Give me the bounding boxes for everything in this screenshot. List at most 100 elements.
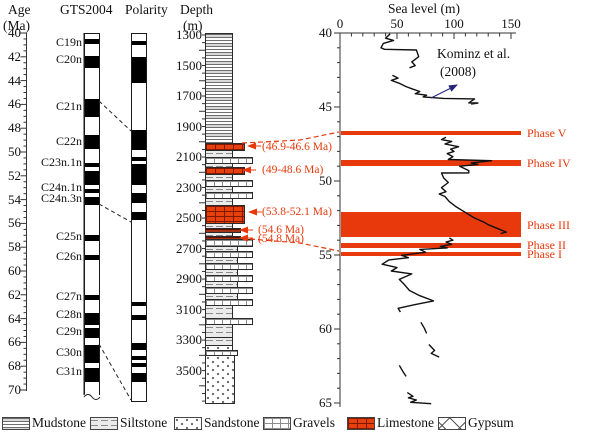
- correlation-dashed-line: [98, 203, 132, 223]
- age-tick-label: 60: [8, 263, 21, 278]
- lithology-bed-silt: [205, 305, 233, 319]
- legend-swatch-silt: [90, 417, 118, 430]
- chron-label: C25n: [55, 229, 82, 243]
- phase-correlation-dashed-line: [249, 238, 340, 252]
- legend-swatch-mud: [2, 417, 30, 430]
- depth-axis-title-line1: Depth: [180, 2, 213, 17]
- sea-level-curve-segment: [406, 392, 432, 405]
- depth-tick-label: 2700: [176, 240, 202, 256]
- depth-tick-label: 1300: [176, 27, 202, 42]
- phase-bar: [341, 160, 521, 167]
- phase-label: Phase II: [527, 238, 566, 253]
- gts-polarity-bar: [85, 235, 99, 241]
- gts-polarity-bar: [85, 163, 99, 167]
- polarity-column-header: Polarity: [125, 2, 168, 17]
- age-tick-label: 62: [8, 286, 21, 302]
- depth-tick-label: 1900: [176, 118, 202, 134]
- chron-label: C20n: [55, 52, 82, 66]
- gts-polarity-bar: [85, 135, 99, 149]
- chron-label: C24n.3n: [40, 191, 82, 205]
- chron-label: C28n: [55, 307, 82, 321]
- depth-tick-label: 2300: [176, 179, 202, 195]
- legend-label: Limestone: [377, 415, 434, 430]
- legend-swatch-gyp: [438, 417, 466, 430]
- gts-polarity-bar: [85, 39, 99, 44]
- depth-tick-label: 3100: [176, 301, 202, 317]
- gts-column-header: GTS2004: [60, 2, 113, 17]
- polarity-bar: [132, 193, 146, 203]
- legend-label: Gypsum: [468, 415, 514, 430]
- phase-correlation-dashed-line: [241, 131, 340, 144]
- correlation-dashed-line: [98, 100, 132, 132]
- legend-label: Gravels: [293, 415, 335, 430]
- age-annotation: (53.8-52.1 Ma): [262, 206, 332, 218]
- depth-tick-label: 2900: [176, 271, 202, 287]
- phase-bar: [341, 252, 521, 257]
- sea-level-curve-segment: [390, 74, 479, 105]
- chart-age-tick-label: 65: [319, 395, 332, 410]
- age-tick-label: 42: [8, 48, 21, 64]
- sea-level-curve-segment: [398, 364, 407, 377]
- age-tick-label: 50: [8, 144, 21, 159]
- chron-label: C23n.1n: [40, 155, 82, 169]
- gts-polarity-bar: [85, 189, 99, 193]
- phase-label: Phase V: [527, 125, 567, 140]
- series-annotation-arrow: [430, 84, 458, 99]
- age-tick-label: 70: [8, 382, 21, 397]
- gts-polarity-bar: [85, 255, 99, 260]
- series-annotation-line1: Kominz et al.: [437, 46, 511, 61]
- polarity-bar: [132, 373, 146, 382]
- chart-age-tick-label: 45: [319, 99, 332, 114]
- gts-polarity-bar: [85, 313, 99, 325]
- chron-label: C30n: [55, 345, 82, 359]
- chart-age-tick-label: 60: [319, 321, 332, 336]
- polarity-bar: [132, 41, 146, 45]
- phase-label: Phase I: [527, 247, 562, 262]
- phase-bar: [341, 212, 521, 238]
- polarity-bar: [132, 57, 146, 83]
- correlation-dashed-line: [98, 343, 132, 401]
- sea-level-tick-label: 100: [444, 16, 464, 31]
- chron-label: C29n: [55, 324, 82, 338]
- gts-polarity-bar: [85, 197, 99, 205]
- age-annotation: (54.8 Ma): [258, 233, 304, 245]
- lithology-bed-sand: [205, 355, 235, 404]
- age-tick-label: 44: [8, 72, 21, 88]
- chart-age-tick-label: 40: [319, 25, 332, 40]
- age-axis-title-line1: Age: [8, 2, 31, 17]
- chron-label: C19n: [55, 35, 82, 49]
- age-tick-label: 68: [8, 358, 21, 374]
- age-tick-label: 58: [8, 239, 21, 255]
- chron-label: C31n: [55, 364, 82, 378]
- sea-level-curve-segment: [380, 33, 420, 69]
- polarity-bar: [132, 302, 146, 306]
- depth-tick-label: 2100: [176, 149, 202, 165]
- age-tick-label: 66: [8, 334, 21, 350]
- phase-bar: [341, 130, 521, 136]
- chart-age-tick-label: 55: [319, 247, 332, 262]
- polarity-bar: [132, 356, 146, 360]
- sea-level-curve-segment: [438, 136, 508, 235]
- sea-level-tick-label: 0: [336, 16, 344, 31]
- gts-polarity-bar: [85, 345, 99, 363]
- phase-label: Phase IV: [527, 156, 571, 171]
- legend-swatch-lime: [347, 417, 375, 430]
- polarity-bar: [132, 315, 146, 320]
- legend-label: Siltstone: [120, 415, 168, 430]
- chron-label: C27n: [55, 289, 82, 303]
- sea-level-curve-segment: [381, 237, 454, 313]
- depth-axis-title-line2: (m): [183, 18, 203, 33]
- age-tick-label: 40: [8, 25, 21, 40]
- lithology-bed-mud: [205, 33, 233, 144]
- legend-label: Mudstone: [32, 415, 86, 430]
- legend-swatch-sand: [174, 417, 202, 430]
- age-tick-label: 46: [8, 96, 21, 112]
- column-break-squiggle: [83, 394, 101, 400]
- lithology-bed-lime: [205, 205, 245, 224]
- polarity-bar: [132, 363, 146, 367]
- chron-label: C22n: [55, 134, 82, 148]
- sea-level-tick-label: 50: [390, 16, 404, 31]
- legend-swatch-grav: [263, 417, 291, 430]
- phase-bar: [341, 243, 521, 248]
